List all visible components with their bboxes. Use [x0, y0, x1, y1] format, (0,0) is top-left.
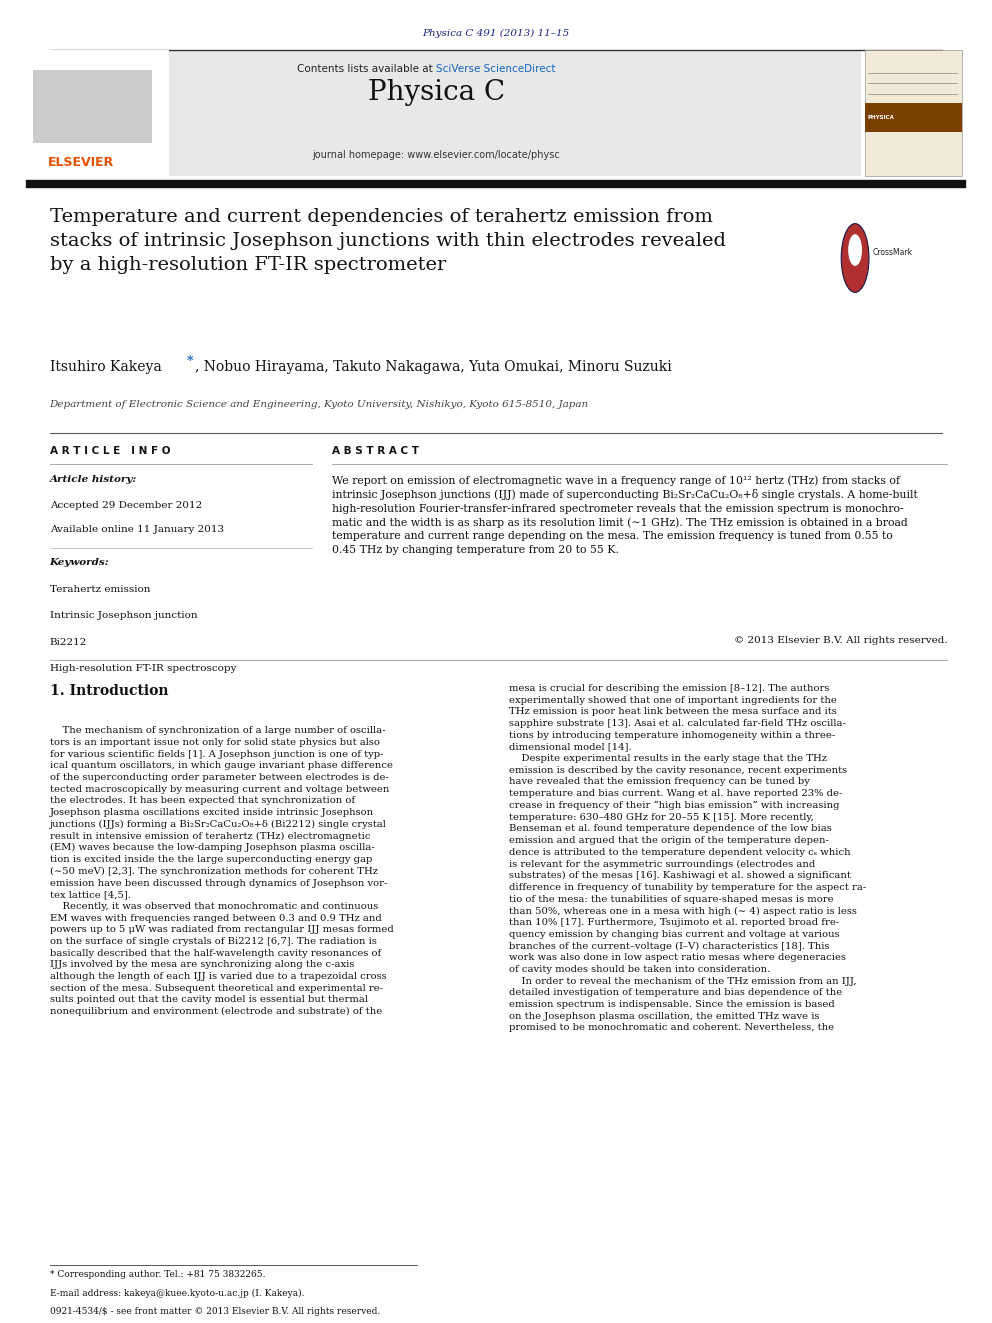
Text: Physica C 491 (2013) 11–15: Physica C 491 (2013) 11–15	[423, 29, 569, 38]
Text: *: *	[186, 355, 193, 368]
Text: journal homepage: www.elsevier.com/locate/physc: journal homepage: www.elsevier.com/locat…	[312, 149, 560, 160]
Text: © 2013 Elsevier B.V. All rights reserved.: © 2013 Elsevier B.V. All rights reserved…	[734, 636, 947, 646]
Text: Department of Electronic Science and Engineering, Kyoto University, Nishikyo, Ky: Department of Electronic Science and Eng…	[50, 400, 588, 409]
Text: CrossMark: CrossMark	[873, 249, 913, 257]
Text: Bi2212: Bi2212	[50, 638, 87, 647]
Text: Itsuhiro Kakeya: Itsuhiro Kakeya	[50, 360, 166, 374]
Text: We report on emission of electromagnetic wave in a frequency range of 10¹² hertz: We report on emission of electromagnetic…	[332, 475, 918, 554]
Text: , Nobuo Hirayama, Takuto Nakagawa, Yuta Omukai, Minoru Suzuki: , Nobuo Hirayama, Takuto Nakagawa, Yuta …	[195, 360, 673, 374]
Text: High-resolution FT-IR spectroscopy: High-resolution FT-IR spectroscopy	[50, 664, 236, 673]
Text: mesa is crucial for describing the emission [8–12]. The authors
experimentally s: mesa is crucial for describing the emiss…	[509, 684, 866, 1032]
Text: Physica C: Physica C	[368, 79, 505, 106]
Text: PHYSICA: PHYSICA	[868, 115, 895, 120]
Text: Accepted 29 December 2012: Accepted 29 December 2012	[50, 501, 201, 511]
FancyBboxPatch shape	[865, 103, 962, 132]
Text: SciVerse ScienceDirect: SciVerse ScienceDirect	[436, 64, 556, 74]
Text: * Corresponding author. Tel.: +81 75 3832265.: * Corresponding author. Tel.: +81 75 383…	[50, 1270, 265, 1279]
FancyBboxPatch shape	[33, 70, 152, 143]
Text: E-mail address: kakeya@kuee.kyoto-u.ac.jp (I. Kakeya).: E-mail address: kakeya@kuee.kyoto-u.ac.j…	[50, 1289, 305, 1298]
Text: 0921-4534/$ - see front matter © 2013 Elsevier B.V. All rights reserved.: 0921-4534/$ - see front matter © 2013 El…	[50, 1307, 380, 1316]
FancyBboxPatch shape	[865, 50, 962, 176]
Text: Temperature and current dependencies of terahertz emission from
stacks of intrin: Temperature and current dependencies of …	[50, 208, 725, 274]
Text: ELSEVIER: ELSEVIER	[48, 156, 114, 169]
Text: Terahertz emission: Terahertz emission	[50, 585, 150, 594]
Text: Contents lists available at: Contents lists available at	[298, 64, 436, 74]
Text: Available online 11 January 2013: Available online 11 January 2013	[50, 525, 224, 534]
Text: Intrinsic Josephson junction: Intrinsic Josephson junction	[50, 611, 197, 620]
Text: Article history:: Article history:	[50, 475, 137, 484]
Text: 1. Introduction: 1. Introduction	[50, 684, 168, 699]
Text: Keywords:: Keywords:	[50, 558, 109, 568]
Text: The mechanism of synchronization of a large number of oscilla-
tors is an import: The mechanism of synchronization of a la…	[50, 726, 394, 1016]
FancyBboxPatch shape	[30, 50, 861, 176]
Text: A B S T R A C T: A B S T R A C T	[332, 446, 420, 456]
Text: A R T I C L E   I N F O: A R T I C L E I N F O	[50, 446, 170, 456]
Ellipse shape	[841, 224, 869, 292]
FancyBboxPatch shape	[30, 50, 169, 176]
Ellipse shape	[848, 234, 862, 266]
